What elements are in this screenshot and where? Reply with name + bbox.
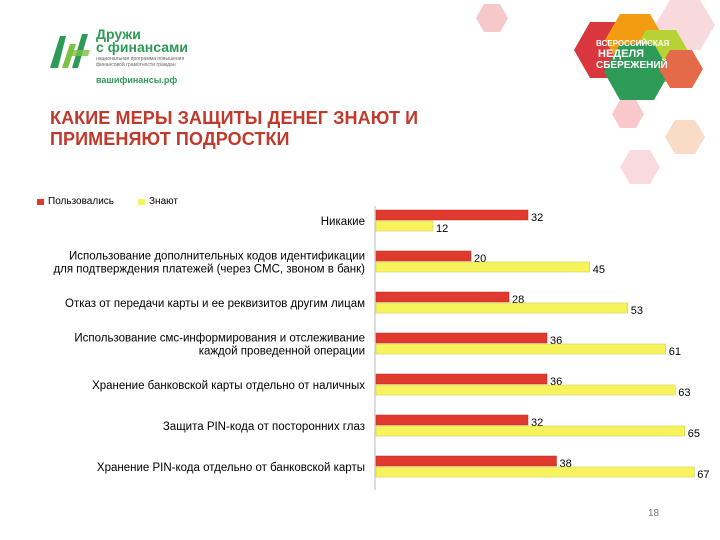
- data-label-know: 12: [436, 223, 448, 235]
- data-label-know: 63: [678, 387, 690, 399]
- legend-label-know: Знают: [149, 196, 178, 207]
- bar-used: [375, 332, 548, 344]
- bar-know: [375, 302, 628, 314]
- bar-used: [375, 373, 548, 385]
- data-label-know: 61: [669, 346, 681, 358]
- logo-site-link[interactable]: вашифинансы.рф: [96, 75, 178, 85]
- bar-know: [375, 343, 666, 355]
- data-label-used: 32: [531, 212, 543, 224]
- legend-item-used: Пользовались: [37, 196, 114, 207]
- page-title: КАКИЕ МЕРЫ ЗАЩИТЫ ДЕНЕГ ЗНАЮТ И ПРИМЕНЯЮ…: [50, 108, 419, 149]
- legend-swatch-used: [37, 198, 44, 205]
- bar-used: [375, 250, 472, 262]
- category-label: Использование смс-информирования и отсле…: [74, 333, 365, 358]
- category-label: Использование дополнительных кодов идент…: [53, 251, 365, 276]
- badge-text: ВСЕРОССИЙСКАЯ НЕДЕЛЯ СБЕРЕЖЕНИЙ: [596, 39, 670, 71]
- legend-swatch-know: [138, 198, 146, 205]
- savings-week-badge: [476, 0, 715, 184]
- category-label: Никакие: [321, 216, 365, 228]
- legend-label-used: Пользовались: [48, 196, 115, 207]
- bar-used: [375, 291, 510, 303]
- bar-know: [375, 220, 434, 232]
- data-label-know: 53: [631, 305, 643, 317]
- logo-mark-icon: [50, 34, 90, 68]
- data-label-know: 67: [697, 469, 709, 481]
- page-number: 18: [648, 508, 660, 519]
- category-label: Хранение банковской карты отдельно от на…: [92, 380, 365, 392]
- logo-name: Дружи с финансами: [96, 26, 188, 55]
- bar-know: [375, 466, 695, 478]
- logo-tagline: национальная программа повышения финансо…: [96, 56, 185, 68]
- bar-used: [375, 455, 557, 467]
- data-label-know: 65: [688, 428, 700, 440]
- legend-item-know: Знают: [138, 196, 178, 207]
- category-label: Защита PIN-кода от посторонних глаз: [163, 421, 365, 433]
- bar-know: [375, 425, 685, 437]
- data-label-know: 45: [593, 264, 605, 276]
- category-label: Отказ от передачи карты и ее реквизитов …: [65, 298, 365, 310]
- chart-legend: Пользовались Знают: [37, 196, 196, 207]
- bar-know: [375, 261, 590, 273]
- logo: Дружи с финансами национальная программа…: [48, 26, 228, 88]
- bar-used: [375, 209, 529, 221]
- bar-used: [375, 414, 529, 426]
- bar-chart: Никакие 32 12 Использование дополнительных …: [53, 206, 710, 490]
- category-label: Хранение PIN-кода отдельно от банковской…: [97, 462, 365, 474]
- bar-know: [375, 384, 676, 396]
